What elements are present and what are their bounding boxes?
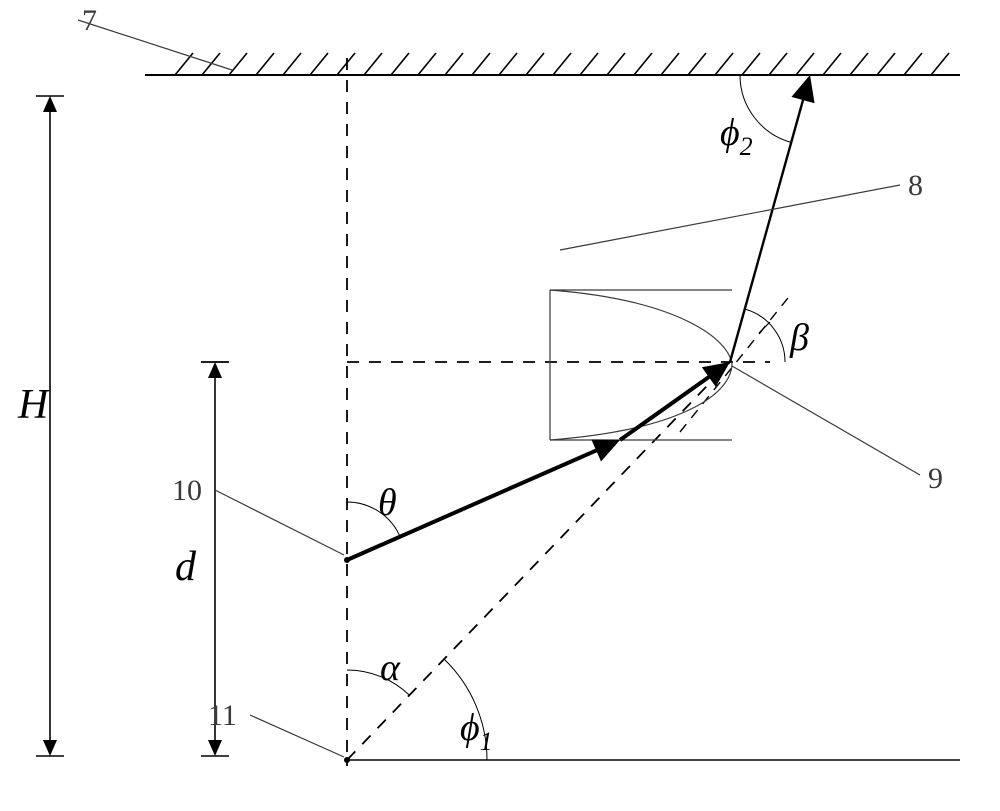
label-phi2: ϕ2 [720, 112, 753, 161]
lens-outline [550, 290, 732, 440]
svg-text:7: 7 [82, 4, 97, 37]
label-phi1: ϕ1 [460, 707, 493, 756]
label-alpha: α [380, 647, 401, 689]
label-H: H [17, 382, 51, 428]
point-10 [344, 557, 350, 563]
tangent-dashed [680, 293, 792, 432]
svg-text:8: 8 [908, 169, 923, 202]
svg-text:11: 11 [208, 699, 237, 732]
label-beta: β [789, 317, 809, 359]
svg-text:9: 9 [928, 462, 943, 495]
leader-8: 8 [560, 169, 923, 250]
leader-9: 9 [732, 366, 943, 495]
label-theta: θ [378, 482, 397, 524]
leader-10: 10 [172, 474, 344, 555]
leader-7: 7 [78, 4, 232, 70]
dim-d [201, 362, 229, 756]
label-d: d [175, 544, 197, 590]
svg-text:10: 10 [172, 474, 202, 507]
point-11 [344, 757, 350, 763]
wall-hatched [145, 53, 960, 75]
chord-dashed [347, 362, 730, 760]
ray-incoming [347, 362, 730, 560]
arc-alpha [347, 670, 410, 695]
arc-beta [745, 309, 785, 362]
angle-arcs [347, 75, 791, 760]
leader-11: 11 [208, 699, 344, 757]
